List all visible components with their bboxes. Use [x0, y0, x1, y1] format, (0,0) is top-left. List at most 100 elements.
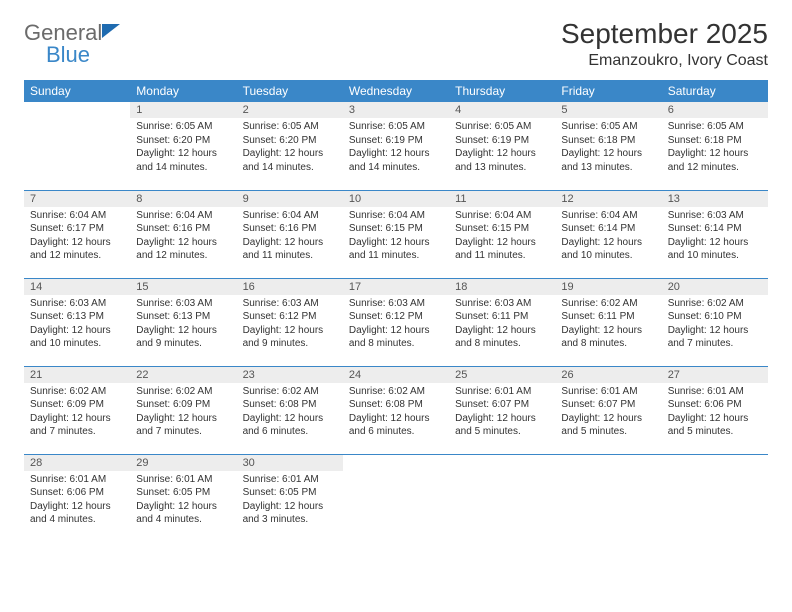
calendar-cell: 13Sunrise: 6:03 AMSunset: 6:14 PMDayligh… — [662, 190, 768, 278]
day-data: Sunrise: 6:02 AMSunset: 6:11 PMDaylight:… — [555, 295, 661, 355]
sunrise-text: Sunrise: 6:02 AM — [349, 385, 443, 399]
day-number: 22 — [130, 367, 236, 383]
sunset-text: Sunset: 6:07 PM — [455, 398, 549, 412]
sunrise-text: Sunrise: 6:04 AM — [455, 209, 549, 223]
day-data: Sunrise: 6:03 AMSunset: 6:11 PMDaylight:… — [449, 295, 555, 355]
daylight-text: Daylight: 12 hours and 13 minutes. — [455, 147, 549, 174]
calendar-cell: 18Sunrise: 6:03 AMSunset: 6:11 PMDayligh… — [449, 278, 555, 366]
sunset-text: Sunset: 6:13 PM — [136, 310, 230, 324]
day-data: Sunrise: 6:03 AMSunset: 6:13 PMDaylight:… — [130, 295, 236, 355]
sunrise-text: Sunrise: 6:03 AM — [243, 297, 337, 311]
day-data: Sunrise: 6:05 AMSunset: 6:19 PMDaylight:… — [449, 118, 555, 178]
sunrise-text: Sunrise: 6:01 AM — [668, 385, 762, 399]
day-number: 12 — [555, 191, 661, 207]
daylight-text: Daylight: 12 hours and 7 minutes. — [30, 412, 124, 439]
day-data: Sunrise: 6:05 AMSunset: 6:18 PMDaylight:… — [662, 118, 768, 178]
location-label: Emanzoukro, Ivory Coast — [561, 52, 768, 70]
calendar-cell — [662, 454, 768, 542]
day-data: Sunrise: 6:03 AMSunset: 6:12 PMDaylight:… — [343, 295, 449, 355]
daylight-text: Daylight: 12 hours and 11 minutes. — [349, 236, 443, 263]
daylight-text: Daylight: 12 hours and 5 minutes. — [561, 412, 655, 439]
sunrise-text: Sunrise: 6:04 AM — [136, 209, 230, 223]
calendar-header-row: Sunday Monday Tuesday Wednesday Thursday… — [24, 80, 768, 102]
daylight-text: Daylight: 12 hours and 12 minutes. — [30, 236, 124, 263]
calendar-cell: 5Sunrise: 6:05 AMSunset: 6:18 PMDaylight… — [555, 102, 661, 190]
calendar-body: 1Sunrise: 6:05 AMSunset: 6:20 PMDaylight… — [24, 102, 768, 542]
calendar-cell: 25Sunrise: 6:01 AMSunset: 6:07 PMDayligh… — [449, 366, 555, 454]
sunrise-text: Sunrise: 6:05 AM — [668, 120, 762, 134]
calendar-cell: 7Sunrise: 6:04 AMSunset: 6:17 PMDaylight… — [24, 190, 130, 278]
dayheader-wed: Wednesday — [343, 80, 449, 102]
calendar-cell: 6Sunrise: 6:05 AMSunset: 6:18 PMDaylight… — [662, 102, 768, 190]
day-number: 16 — [237, 279, 343, 295]
title-block: September 2025 Emanzoukro, Ivory Coast — [561, 18, 768, 70]
calendar-cell: 29Sunrise: 6:01 AMSunset: 6:05 PMDayligh… — [130, 454, 236, 542]
sunrise-text: Sunrise: 6:03 AM — [668, 209, 762, 223]
daylight-text: Daylight: 12 hours and 10 minutes. — [30, 324, 124, 351]
day-data: Sunrise: 6:03 AMSunset: 6:14 PMDaylight:… — [662, 207, 768, 267]
sunset-text: Sunset: 6:15 PM — [349, 222, 443, 236]
dayheader-sun: Sunday — [24, 80, 130, 102]
day-number: 26 — [555, 367, 661, 383]
header: General Blue September 2025 Emanzoukro, … — [24, 18, 768, 70]
daylight-text: Daylight: 12 hours and 8 minutes. — [349, 324, 443, 351]
calendar-cell: 19Sunrise: 6:02 AMSunset: 6:11 PMDayligh… — [555, 278, 661, 366]
day-data: Sunrise: 6:01 AMSunset: 6:07 PMDaylight:… — [555, 383, 661, 443]
sunrise-text: Sunrise: 6:05 AM — [349, 120, 443, 134]
sunset-text: Sunset: 6:11 PM — [455, 310, 549, 324]
daylight-text: Daylight: 12 hours and 11 minutes. — [243, 236, 337, 263]
calendar-cell: 10Sunrise: 6:04 AMSunset: 6:15 PMDayligh… — [343, 190, 449, 278]
day-number: 19 — [555, 279, 661, 295]
calendar-cell — [449, 454, 555, 542]
daylight-text: Daylight: 12 hours and 10 minutes. — [561, 236, 655, 263]
day-number: 18 — [449, 279, 555, 295]
day-data: Sunrise: 6:02 AMSunset: 6:09 PMDaylight:… — [130, 383, 236, 443]
sunset-text: Sunset: 6:13 PM — [30, 310, 124, 324]
daylight-text: Daylight: 12 hours and 6 minutes. — [349, 412, 443, 439]
sunrise-text: Sunrise: 6:04 AM — [30, 209, 124, 223]
day-number: 21 — [24, 367, 130, 383]
sunrise-text: Sunrise: 6:01 AM — [243, 473, 337, 487]
sunrise-text: Sunrise: 6:02 AM — [136, 385, 230, 399]
calendar-week-row: 28Sunrise: 6:01 AMSunset: 6:06 PMDayligh… — [24, 454, 768, 542]
sunrise-text: Sunrise: 6:05 AM — [561, 120, 655, 134]
calendar-week-row: 21Sunrise: 6:02 AMSunset: 6:09 PMDayligh… — [24, 366, 768, 454]
sunrise-text: Sunrise: 6:05 AM — [455, 120, 549, 134]
sunset-text: Sunset: 6:20 PM — [243, 134, 337, 148]
sunset-text: Sunset: 6:20 PM — [136, 134, 230, 148]
calendar-cell: 24Sunrise: 6:02 AMSunset: 6:08 PMDayligh… — [343, 366, 449, 454]
day-number: 14 — [24, 279, 130, 295]
dayheader-sat: Saturday — [662, 80, 768, 102]
calendar-cell — [343, 454, 449, 542]
day-number: 28 — [24, 455, 130, 471]
day-number: 8 — [130, 191, 236, 207]
day-number: 5 — [555, 102, 661, 118]
sunset-text: Sunset: 6:19 PM — [455, 134, 549, 148]
sunset-text: Sunset: 6:18 PM — [668, 134, 762, 148]
day-number: 24 — [343, 367, 449, 383]
dayheader-thu: Thursday — [449, 80, 555, 102]
daylight-text: Daylight: 12 hours and 12 minutes. — [668, 147, 762, 174]
sunset-text: Sunset: 6:09 PM — [30, 398, 124, 412]
sunrise-text: Sunrise: 6:01 AM — [561, 385, 655, 399]
sunset-text: Sunset: 6:16 PM — [243, 222, 337, 236]
day-number: 11 — [449, 191, 555, 207]
dayheader-tue: Tuesday — [237, 80, 343, 102]
daylight-text: Daylight: 12 hours and 4 minutes. — [30, 500, 124, 527]
day-number: 25 — [449, 367, 555, 383]
day-number: 3 — [343, 102, 449, 118]
calendar-cell: 3Sunrise: 6:05 AMSunset: 6:19 PMDaylight… — [343, 102, 449, 190]
sunset-text: Sunset: 6:05 PM — [243, 486, 337, 500]
sunset-text: Sunset: 6:09 PM — [136, 398, 230, 412]
sunset-text: Sunset: 6:17 PM — [30, 222, 124, 236]
day-data: Sunrise: 6:03 AMSunset: 6:13 PMDaylight:… — [24, 295, 130, 355]
calendar-cell: 4Sunrise: 6:05 AMSunset: 6:19 PMDaylight… — [449, 102, 555, 190]
daylight-text: Daylight: 12 hours and 7 minutes. — [136, 412, 230, 439]
calendar-cell: 12Sunrise: 6:04 AMSunset: 6:14 PMDayligh… — [555, 190, 661, 278]
day-data: Sunrise: 6:02 AMSunset: 6:10 PMDaylight:… — [662, 295, 768, 355]
daylight-text: Daylight: 12 hours and 3 minutes. — [243, 500, 337, 527]
day-number: 20 — [662, 279, 768, 295]
sunset-text: Sunset: 6:12 PM — [243, 310, 337, 324]
calendar-cell: 20Sunrise: 6:02 AMSunset: 6:10 PMDayligh… — [662, 278, 768, 366]
dayheader-mon: Monday — [130, 80, 236, 102]
